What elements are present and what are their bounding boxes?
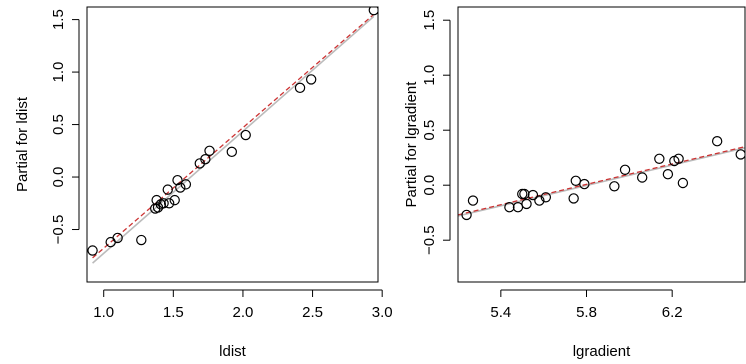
data-point — [517, 188, 528, 200]
x-axis-label-ldist: ldist — [219, 343, 247, 360]
data-point — [368, 7, 378, 16]
plot-area-ldist: 1.0 1.5 2.0 2.5 3.0 −0.5 0.0 0.5 1.0 1.5 — [50, 6, 393, 321]
x-tick-label: 5.8 — [576, 304, 597, 321]
data-point — [175, 182, 186, 193]
data-point — [579, 178, 590, 190]
data-point — [519, 188, 530, 200]
plot-contents-ldist — [87, 7, 378, 264]
fit-line-solid — [458, 147, 745, 217]
data-point — [534, 195, 545, 206]
panel-ldist: 1.0 1.5 2.0 2.5 3.0 −0.5 0.0 0.5 1.0 1.5 ldist Pa… — [14, 6, 393, 360]
data-point — [461, 209, 472, 221]
plot-area-lgradient: 5.4 5.8 6.2 −0.5 0.0 0.5 1.0 1.5 — [421, 6, 746, 321]
data-point — [105, 236, 116, 248]
y-tick-label: −0.5 — [421, 225, 438, 255]
plot-frame — [86, 6, 379, 283]
data-point — [136, 234, 147, 246]
data-point — [512, 201, 524, 213]
x-tick-label: 2.0 — [233, 304, 254, 321]
data-point — [521, 198, 532, 210]
data-point — [87, 245, 98, 256]
data-point — [180, 179, 192, 190]
data-point — [158, 198, 169, 209]
x-tick-label: 6.2 — [662, 304, 683, 321]
x-tick-label: 5.4 — [490, 304, 511, 321]
y-tick-label: 0.5 — [50, 114, 67, 135]
fit-line-dashed — [458, 146, 745, 216]
data-point — [172, 174, 183, 186]
data-point — [162, 184, 173, 195]
data-point — [636, 172, 648, 183]
data-point — [200, 153, 211, 165]
y-tick-label: 0.5 — [421, 120, 438, 141]
data-point — [240, 129, 251, 141]
data-point — [527, 189, 539, 201]
plot-contents-lgradient — [458, 135, 745, 221]
data-point — [609, 181, 620, 192]
y-axis-label-ldist: Partial for ldist — [14, 96, 31, 192]
data-point — [677, 177, 689, 189]
data-point — [163, 198, 175, 209]
y-tick-label: 1.0 — [50, 62, 67, 83]
plot-frame — [457, 6, 746, 283]
x-tick-label: 2.5 — [302, 304, 323, 321]
y-axis-label-lgradient: Partial for lgradient — [403, 81, 420, 208]
data-point — [568, 193, 579, 204]
data-point — [504, 201, 515, 213]
x-tick-label: 1.0 — [93, 304, 114, 321]
x-tick-label: 1.5 — [163, 304, 184, 321]
y-tick-label: 1.0 — [421, 65, 438, 86]
data-point — [662, 168, 674, 180]
data-point — [619, 164, 631, 175]
data-point — [540, 192, 552, 203]
fit-line-solid — [92, 15, 375, 264]
data-point — [570, 175, 581, 186]
data-point — [169, 194, 180, 206]
data-point — [204, 145, 215, 156]
x-axis-label-lgradient: lgradient — [573, 343, 631, 360]
y-tick-label: 0.0 — [421, 175, 438, 196]
y-tick-label: −0.5 — [50, 215, 67, 245]
x-tick-label: 3.0 — [372, 304, 393, 321]
fit-line-dashed — [92, 13, 375, 259]
data-point — [305, 74, 317, 85]
data-point — [112, 232, 123, 244]
data-point — [711, 135, 723, 147]
data-point — [467, 195, 479, 206]
data-point — [673, 153, 684, 164]
data-point — [294, 82, 306, 94]
data-point — [654, 153, 665, 164]
data-point — [226, 146, 238, 158]
y-tick-label: 1.5 — [50, 9, 67, 30]
data-point — [735, 149, 745, 160]
panel-lgradient: 5.4 5.8 6.2 −0.5 0.0 0.5 1.0 1.5 lgradient Part… — [403, 6, 746, 360]
y-tick-label: 0.0 — [50, 167, 67, 188]
y-tick-label: 1.5 — [421, 10, 438, 31]
